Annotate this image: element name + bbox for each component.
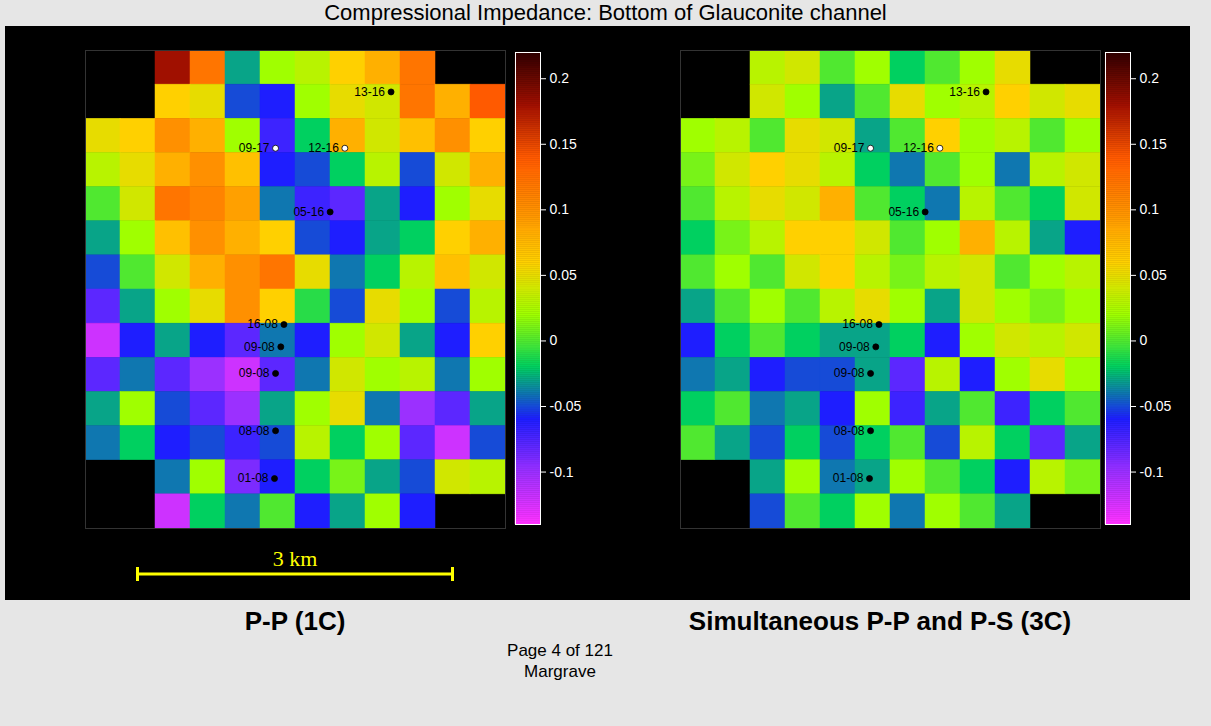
svg-text:09-08: 09-08 xyxy=(239,366,270,380)
svg-text:0: 0 xyxy=(1140,332,1148,348)
svg-text:12-16: 12-16 xyxy=(308,141,339,155)
svg-text:09-17: 09-17 xyxy=(834,141,865,155)
svg-text:0.1: 0.1 xyxy=(550,201,570,217)
svg-text:-0.1: -0.1 xyxy=(550,464,574,480)
svg-text:08-08: 08-08 xyxy=(834,424,865,438)
svg-text:0.2: 0.2 xyxy=(550,70,570,86)
svg-text:13-16: 13-16 xyxy=(949,85,980,99)
svg-text:16-08: 16-08 xyxy=(842,317,873,331)
svg-text:09-08: 09-08 xyxy=(834,366,865,380)
html-text:Compressional Impedance: Botto: Compressional Impedance: Bottom of Glauc… xyxy=(324,0,887,25)
svg-text:01-08: 01-08 xyxy=(238,471,269,485)
svg-text:0.15: 0.15 xyxy=(550,136,577,152)
svg-text:0.1: 0.1 xyxy=(1140,201,1160,217)
svg-text:0.15: 0.15 xyxy=(1140,136,1167,152)
svg-text:-0.1: -0.1 xyxy=(1140,464,1164,480)
svg-text:0.2: 0.2 xyxy=(1140,70,1160,86)
svg-text:0: 0 xyxy=(550,332,558,348)
svg-text:0.05: 0.05 xyxy=(550,267,577,283)
svg-text:05-16: 05-16 xyxy=(293,205,324,219)
svg-text:16-08: 16-08 xyxy=(247,317,278,331)
html-text:Margrave: Margrave xyxy=(524,662,596,681)
svg-text:08-08: 08-08 xyxy=(239,424,270,438)
svg-text:09-17: 09-17 xyxy=(239,141,270,155)
svg-text:0.05: 0.05 xyxy=(1140,267,1167,283)
svg-text:12-16: 12-16 xyxy=(903,141,934,155)
svg-text:09-08: 09-08 xyxy=(244,340,275,354)
html-text:Page 4 of 121: Page 4 of 121 xyxy=(507,641,613,660)
svg-text:01-08: 01-08 xyxy=(833,471,864,485)
html-text:P-P (1C): P-P (1C) xyxy=(244,606,346,636)
svg-text:09-08: 09-08 xyxy=(839,340,870,354)
svg-text:13-16: 13-16 xyxy=(354,85,385,99)
svg-text:-0.05: -0.05 xyxy=(550,398,582,414)
html-text:Simultaneous P-P and P-S (3C): Simultaneous P-P and P-S (3C) xyxy=(688,606,1072,636)
svg-text:05-16: 05-16 xyxy=(888,205,919,219)
svg-text:-0.05: -0.05 xyxy=(1140,398,1172,414)
svg-text:3 km: 3 km xyxy=(273,546,318,571)
